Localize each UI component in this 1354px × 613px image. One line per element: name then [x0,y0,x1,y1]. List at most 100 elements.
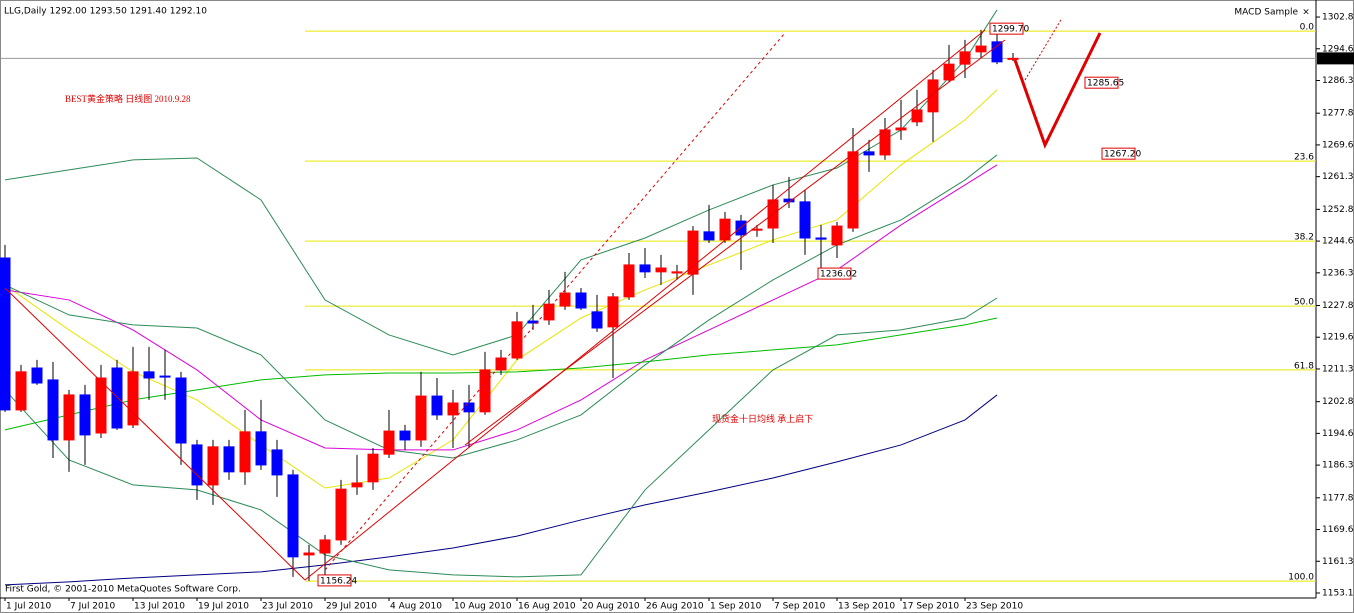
y-tick-label: 1286.35 [1322,76,1354,86]
fib-label: 100.0 [1288,573,1314,583]
x-tick-label: 19 Jul 2010 [198,602,249,612]
y-tick-label: 1252.85 [1322,205,1354,215]
x-tick-label: 20 Aug 2010 [582,602,640,612]
indicator-line [4,164,998,451]
candle-body [1007,57,1019,60]
candle-body [687,230,699,275]
y-tick-label: 1211.35 [1322,364,1354,374]
fib-label: 0.0 [1300,23,1315,33]
x-tick-label: 7 Sep 2010 [774,602,826,612]
candle-body [511,321,523,359]
price-tag-label: 1236.02 [820,270,857,280]
candle-body [127,371,139,426]
fib-label: 23.6 [1294,153,1314,163]
candle-body [431,395,443,416]
y-tick-label: 1244.60 [1322,237,1354,247]
candle-body [239,431,251,473]
candle-body [367,453,379,483]
candle-body [15,371,27,411]
y-tick-label: 1153.10 [1322,589,1354,599]
price-tag-label: 1156.24 [320,576,357,586]
candle-body [463,402,475,413]
candle-body [815,237,827,240]
x-tick-label: 23 Jul 2010 [262,602,313,612]
candle-body [591,311,603,329]
x-tick-label: 29 Jul 2010 [326,602,377,612]
candle-body [671,271,683,274]
x-tick-label: 13 Jul 2010 [134,602,185,612]
candle-body [623,264,635,298]
x-tick-label: 1 Sep 2010 [710,602,762,612]
y-tick-label: 1202.85 [1322,397,1354,407]
price-tag [1101,147,1136,160]
candle-body [399,430,411,441]
candle-body [191,444,203,486]
candle-body [415,395,427,441]
candle-body [351,482,363,488]
candle-body [0,257,11,411]
candle-body [111,367,123,429]
trend-line [1024,17,1063,81]
candle-body [735,220,747,236]
fib-label: 38.2 [1294,233,1314,243]
candle-body [863,151,875,156]
candle-body [79,394,91,436]
indicator-line [4,154,998,459]
labels: 1302.85 1294.60 1286.35 1277.85 1269.60 1261.… [4,13,1354,612]
candle-body [31,367,43,384]
price-tag [989,22,1024,35]
price-tag-label: 1267.20 [1104,150,1141,160]
candle-body [607,296,619,328]
y-tick-label: 1169.60 [1322,525,1354,535]
candle-body [559,292,571,307]
y-tick-label: 1294.60 [1322,44,1354,54]
indicator-line [4,394,998,586]
candle-body [943,63,955,81]
trend-line [4,287,306,581]
candle-body [319,539,331,554]
y-tick-label: 1269.60 [1322,140,1354,150]
candle-body [159,375,171,378]
x-tick-label: 16 Aug 2010 [518,602,576,612]
price-tag-label: 1299.70 [992,25,1029,35]
candle-body [303,552,315,556]
candle-body [703,231,715,241]
y-tick-label: 1219.60 [1322,333,1354,343]
y-tick-label: 1161.35 [1322,557,1354,567]
y-tick-label: 1194.60 [1322,429,1354,439]
close-button[interactable]: × [1302,8,1310,18]
candle-body [799,201,811,239]
candle-body [543,303,555,321]
price-label: 1292.10 [1320,54,1354,64]
y-tick-label: 1227.85 [1322,301,1354,311]
candle-body [95,377,107,434]
candle-body [847,151,859,229]
candle-body [383,430,395,455]
y-tick-label: 1236.35 [1322,268,1354,278]
x-tick-label: 13 Sep 2010 [838,602,895,612]
indicator-line [4,297,998,578]
candle-body [831,225,843,246]
candle-body [175,377,187,444]
candle-body [271,449,283,476]
annotation: 现货金十日均线 承上启下 [712,413,813,424]
candle-body [63,394,75,441]
candle-body [879,129,891,156]
x-tick-label: 10 Aug 2010 [454,602,512,612]
fib-label: 61.8 [1294,361,1314,371]
drawings [4,17,1102,581]
x-tick-label: 4 Aug 2010 [390,602,442,612]
candle-body [991,41,1003,63]
chart-title: BEST黄金策略 日线图 2010.9.28 [65,93,191,104]
candle-body [255,431,267,466]
y-tick-label: 1261.35 [1322,172,1354,182]
candle-body [895,127,907,131]
price-tag [817,267,852,280]
trend-line [304,29,986,581]
candle-body [751,228,763,231]
candle-body [143,371,155,379]
candle-body [975,45,987,53]
price-tag-label: 1285.65 [1087,79,1124,89]
candle-body [911,109,923,123]
